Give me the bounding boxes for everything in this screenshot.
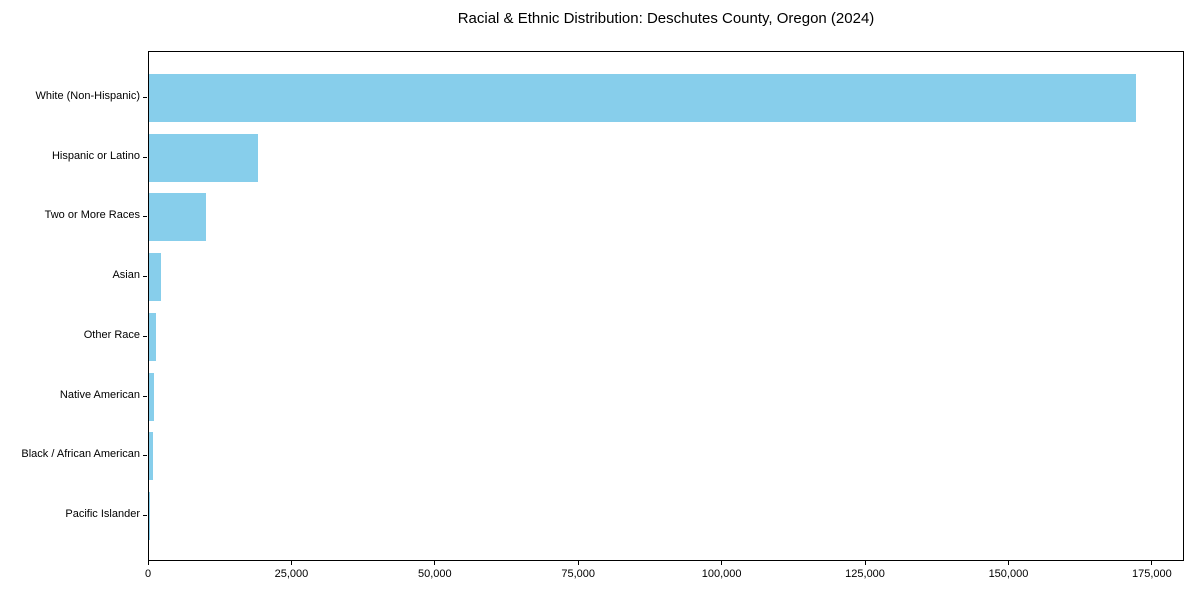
y-tick-mark [143,276,147,278]
x-tick-mark [290,561,292,565]
y-tick-mark [143,216,147,218]
bar-hispanic-or-latino [149,133,258,182]
x-tick-label: 50,000 [417,568,452,580]
x-tick-label: 0 [144,568,152,580]
x-tick-mark [147,561,149,565]
y-tick-label-white-non-hispanic: White (Non-Hispanic) [35,90,140,102]
y-tick-label-native-american: Native American [59,388,140,401]
y-tick-mark [143,156,147,158]
y-tick-mark [143,455,147,457]
bar-asian [149,253,162,302]
x-tick-mark [434,561,436,565]
x-tick-label: 25,000 [274,568,309,580]
x-tick-mark [1151,561,1153,565]
y-tick-label-other-race: Other Race [83,328,140,341]
y-tick-label-asian: Asian [112,269,140,282]
y-tick-label-black-african-american: Black / African American [21,448,140,461]
y-tick-mark [143,97,147,98]
bar-white-non-hispanic [149,74,1136,122]
bar-other-race [149,312,157,361]
y-tick-mark [143,395,147,397]
bar-black-african-american [149,432,153,481]
x-tick-label: 125,000 [845,568,885,580]
y-tick-label-pacific-islander: Pacific Islander [65,507,140,520]
y-tick-mark [143,335,147,337]
x-tick-mark [1007,561,1009,565]
x-tick-mark [864,561,866,565]
y-tick-mark [143,514,147,516]
bar-native-american [149,372,154,421]
y-tick-label-two-or-more-races: Two or More Races [44,209,140,222]
x-tick-label: 100,000 [701,568,742,580]
x-tick-label: 150,000 [988,568,1029,580]
x-tick-label: 175,000 [1131,568,1172,580]
x-tick-mark [721,561,723,565]
y-tick-label-hispanic-or-latino: Hispanic or Latino [51,149,140,162]
plot-area [148,51,1184,561]
bar-pacific-islander [149,491,151,540]
x-tick-label: 75,000 [561,568,596,580]
chart-title: Racial & Ethnic Distribution: Deschutes … [457,10,875,27]
bar-two-or-more-races [149,193,207,242]
x-tick-mark [577,561,579,565]
